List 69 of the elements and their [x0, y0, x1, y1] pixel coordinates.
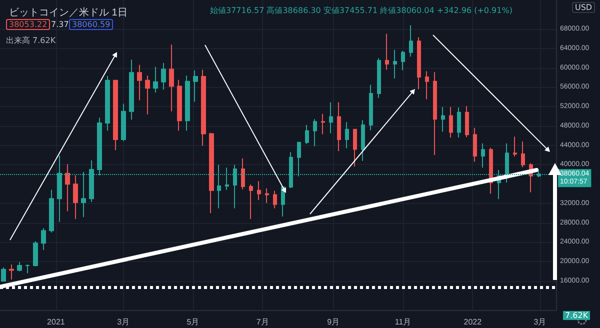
text: ビットコイン／米ドル 1日	[9, 6, 128, 18]
candlestick	[1, 266, 6, 282]
x-tick-label: 3月	[534, 318, 546, 326]
annotation: 38060.59	[69, 19, 114, 30]
x-tick-label: 7月	[256, 318, 269, 326]
candlestick	[521, 140, 525, 168]
candlestick	[145, 75, 150, 115]
candlestick	[449, 106, 453, 138]
candlestick	[409, 24, 413, 58]
text: USD	[572, 2, 596, 13]
candlestick	[305, 124, 309, 144]
candlestick	[473, 127, 477, 162]
candlestick	[161, 62, 166, 90]
candlestick	[329, 102, 333, 134]
candlestick	[49, 189, 54, 233]
candlestick	[121, 103, 126, 142]
candlestick	[433, 72, 437, 156]
candlestick	[73, 174, 78, 220]
candlestick	[513, 136, 517, 157]
candlestick	[169, 44, 174, 112]
candlestick	[105, 76, 110, 132]
candlestick	[65, 164, 70, 212]
candlestick	[337, 102, 341, 152]
annotation: 7.37	[51, 20, 69, 29]
candlestick	[9, 264, 14, 280]
candlestick	[417, 36, 421, 90]
candlestick	[25, 264, 30, 274]
candlestick	[321, 113, 325, 135]
candlestick	[361, 120, 365, 162]
candlestick	[177, 79, 182, 132]
candlestick	[33, 240, 38, 267]
candlestick	[481, 142, 485, 168]
candlestick	[153, 66, 158, 94]
candlestick	[353, 128, 357, 168]
candlestick	[241, 158, 245, 190]
candlestick	[137, 64, 142, 101]
candlestick	[369, 84, 373, 131]
candlestick	[313, 118, 317, 147]
candlestick	[385, 33, 389, 70]
candlestick	[209, 132, 214, 214]
candlestick	[345, 122, 349, 149]
candlestick	[377, 58, 381, 98]
candlestick	[201, 69, 206, 146]
x-tick-label: 11月	[394, 318, 412, 326]
x-tick-label: 9月	[327, 318, 340, 326]
candlestick	[113, 79, 118, 151]
candlestick	[441, 106, 445, 132]
candlestick	[185, 75, 190, 132]
text: 7.62K	[563, 311, 590, 320]
candlestick	[257, 180, 261, 201]
x-tick-label: 2021	[47, 318, 66, 326]
x-tick-label: 3月	[117, 318, 130, 326]
annotation: 38053.22	[6, 19, 50, 30]
x-tick-label: 2022	[464, 318, 482, 326]
x-tick-label: 5月	[186, 318, 200, 326]
annotation: 出来高 7.62K	[6, 35, 56, 46]
annotation: 始値37716.57 高値38686.30 安値37455.71 終値38060.04 +342.96 (+0.91%)	[210, 5, 512, 16]
candlestick	[457, 107, 461, 138]
candlestick	[273, 190, 277, 209]
candlestick	[193, 70, 198, 102]
candlestick	[249, 184, 253, 220]
candlestick	[41, 228, 46, 250]
candlestick	[129, 59, 134, 120]
candlestick	[17, 262, 22, 272]
candlestick	[393, 49, 397, 79]
candlestick	[465, 106, 469, 138]
candlestick	[425, 70, 429, 100]
candlestick	[265, 188, 269, 204]
candlestick	[401, 50, 405, 71]
